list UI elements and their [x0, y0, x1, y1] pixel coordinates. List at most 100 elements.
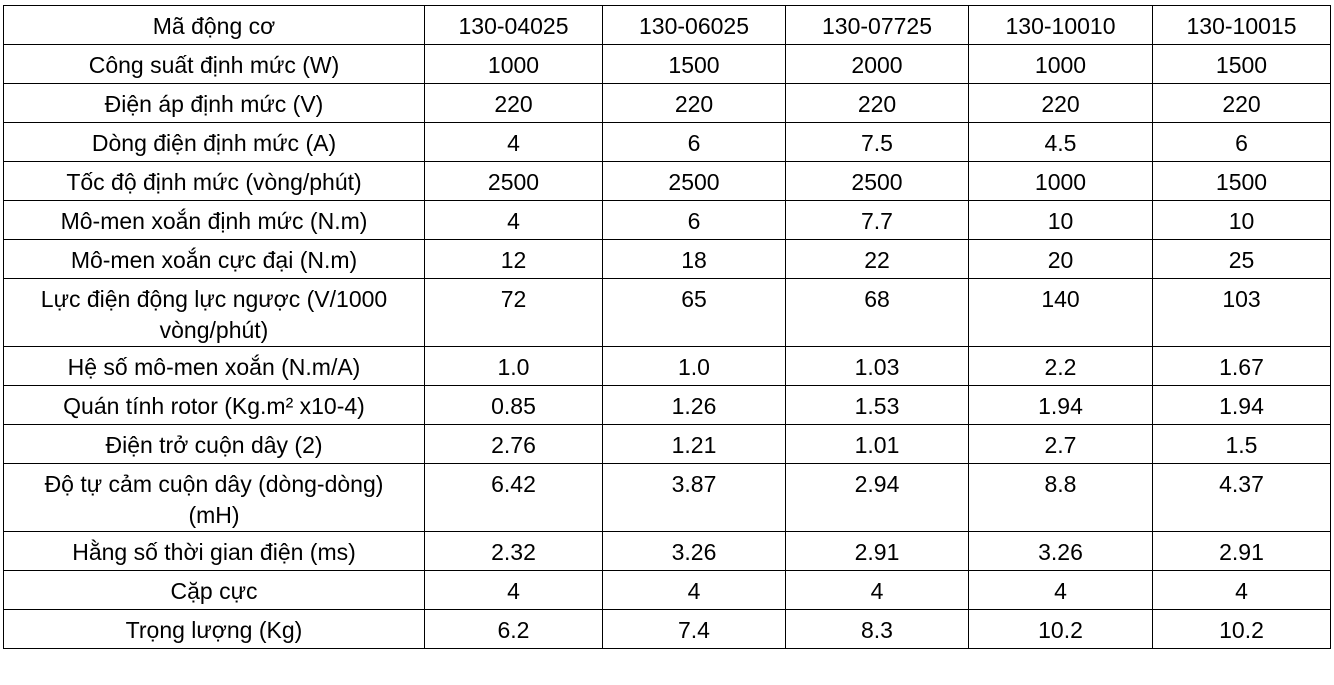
value-cell: 1.5 — [1152, 424, 1331, 464]
value-cell: 8.8 — [968, 463, 1153, 532]
value-cell: 1.0 — [602, 346, 786, 386]
value-cell: 10.2 — [968, 609, 1153, 649]
row-label: Mô-men xoắn cực đại (N.m) — [3, 239, 425, 279]
value-cell: 1.0 — [424, 346, 603, 386]
value-cell: 7.7 — [785, 200, 969, 240]
value-cell: 2500 — [602, 161, 786, 201]
value-cell: 1000 — [968, 161, 1153, 201]
value-cell: 4 — [1152, 570, 1331, 610]
value-cell: 68 — [785, 278, 969, 347]
table-row: Điện trở cuộn dây (2) 2.76 1.21 1.01 2.7 1.5 — [3, 424, 1331, 464]
value-cell: 1.21 — [602, 424, 786, 464]
value-cell: 1500 — [1152, 44, 1331, 84]
value-cell: 1500 — [602, 44, 786, 84]
value-cell: 4.5 — [968, 122, 1153, 162]
table-row: Cặp cực 4 4 4 4 4 — [3, 570, 1331, 610]
row-label: Hệ số mô-men xoắn (N.m/A) — [3, 346, 425, 386]
value-cell: 6 — [1152, 122, 1331, 162]
header-label: Mã động cơ — [3, 5, 425, 45]
value-cell: 1000 — [968, 44, 1153, 84]
value-cell: 4 — [785, 570, 969, 610]
table-row: Lực điện động lực ngược (V/1000 vòng/phú… — [3, 278, 1331, 347]
table-row: Hằng số thời gian điện (ms) 2.32 3.26 2.91 3… — [3, 531, 1331, 571]
value-cell: 220 — [968, 83, 1153, 123]
value-cell: 1.94 — [1152, 385, 1331, 425]
value-cell: 2.2 — [968, 346, 1153, 386]
value-cell: 7.5 — [785, 122, 969, 162]
row-label: Điện áp định mức (V) — [3, 83, 425, 123]
header-cell: 130-06025 — [602, 5, 786, 45]
value-cell: 140 — [968, 278, 1153, 347]
value-cell: 1.94 — [968, 385, 1153, 425]
value-cell: 10 — [968, 200, 1153, 240]
value-cell: 20 — [968, 239, 1153, 279]
value-cell: 22 — [785, 239, 969, 279]
value-cell: 2000 — [785, 44, 969, 84]
row-label: Mô-men xoắn định mức (N.m) — [3, 200, 425, 240]
value-cell: 4 — [424, 570, 603, 610]
value-cell: 1000 — [424, 44, 603, 84]
table-body: Mã động cơ 130-04025 130-06025 130-07725 130… — [3, 5, 1331, 649]
table-row: Độ tự cảm cuộn dây (dòng-dòng) (mH) 6.42 3… — [3, 463, 1331, 532]
value-cell: 12 — [424, 239, 603, 279]
value-cell: 3.87 — [602, 463, 786, 532]
value-cell: 2.32 — [424, 531, 603, 571]
value-cell: 2.91 — [785, 531, 969, 571]
row-label: Dòng điện định mức (A) — [3, 122, 425, 162]
value-cell: 220 — [785, 83, 969, 123]
header-cell: 130-10015 — [1152, 5, 1331, 45]
row-label: Lực điện động lực ngược (V/1000 vòng/phú… — [3, 278, 425, 347]
header-cell: 130-07725 — [785, 5, 969, 45]
value-cell: 6.2 — [424, 609, 603, 649]
row-label: Hằng số thời gian điện (ms) — [3, 531, 425, 571]
row-label: Công suất định mức (W) — [3, 44, 425, 84]
value-cell: 220 — [424, 83, 603, 123]
value-cell: 2.94 — [785, 463, 969, 532]
value-cell: 10 — [1152, 200, 1331, 240]
value-cell: 2.91 — [1152, 531, 1331, 571]
table-row: Mô-men xoắn cực đại (N.m) 12 18 22 20 25 — [3, 239, 1331, 279]
value-cell: 25 — [1152, 239, 1331, 279]
value-cell: 3.26 — [602, 531, 786, 571]
value-cell: 0.85 — [424, 385, 603, 425]
value-cell: 10.2 — [1152, 609, 1331, 649]
table-row: Dòng điện định mức (A) 4 6 7.5 4.5 6 — [3, 122, 1331, 162]
value-cell: 72 — [424, 278, 603, 347]
value-cell: 4 — [968, 570, 1153, 610]
value-cell: 6 — [602, 200, 786, 240]
value-cell: 103 — [1152, 278, 1331, 347]
table-row: Mô-men xoắn định mức (N.m) 4 6 7.7 10 10 — [3, 200, 1331, 240]
value-cell: 1.26 — [602, 385, 786, 425]
value-cell: 1500 — [1152, 161, 1331, 201]
table-row: Tốc độ định mức (vòng/phút) 2500 2500 2500 1… — [3, 161, 1331, 201]
header-cell: 130-04025 — [424, 5, 603, 45]
value-cell: 65 — [602, 278, 786, 347]
value-cell: 4 — [602, 570, 786, 610]
row-label: Độ tự cảm cuộn dây (dòng-dòng) (mH) — [3, 463, 425, 532]
table-row: Hệ số mô-men xoắn (N.m/A) 1.0 1.0 1.03 2.2 1.… — [3, 346, 1331, 386]
row-label: Tốc độ định mức (vòng/phút) — [3, 161, 425, 201]
table-row: Công suất định mức (W) 1000 1500 2000 1000 15… — [3, 44, 1331, 84]
header-row: Mã động cơ 130-04025 130-06025 130-07725 130… — [3, 5, 1331, 45]
table-row: Trọng lượng (Kg) 6.2 7.4 8.3 10.2 10.2 — [3, 609, 1331, 649]
value-cell: 18 — [602, 239, 786, 279]
value-cell: 2500 — [424, 161, 603, 201]
value-cell: 7.4 — [602, 609, 786, 649]
value-cell: 6.42 — [424, 463, 603, 532]
row-label: Cặp cực — [3, 570, 425, 610]
value-cell: 8.3 — [785, 609, 969, 649]
value-cell: 4 — [424, 122, 603, 162]
value-cell: 1.53 — [785, 385, 969, 425]
spec-table: Mã động cơ 130-04025 130-06025 130-07725 130… — [3, 5, 1331, 649]
value-cell: 2.76 — [424, 424, 603, 464]
value-cell: 220 — [1152, 83, 1331, 123]
value-cell: 220 — [602, 83, 786, 123]
table-row: Quán tính rotor (Kg.m² x10-4) 0.85 1.26 1.5… — [3, 385, 1331, 425]
value-cell: 3.26 — [968, 531, 1153, 571]
value-cell: 2.7 — [968, 424, 1153, 464]
value-cell: 4 — [424, 200, 603, 240]
row-label: Điện trở cuộn dây (2) — [3, 424, 425, 464]
value-cell: 6 — [602, 122, 786, 162]
header-cell: 130-10010 — [968, 5, 1153, 45]
